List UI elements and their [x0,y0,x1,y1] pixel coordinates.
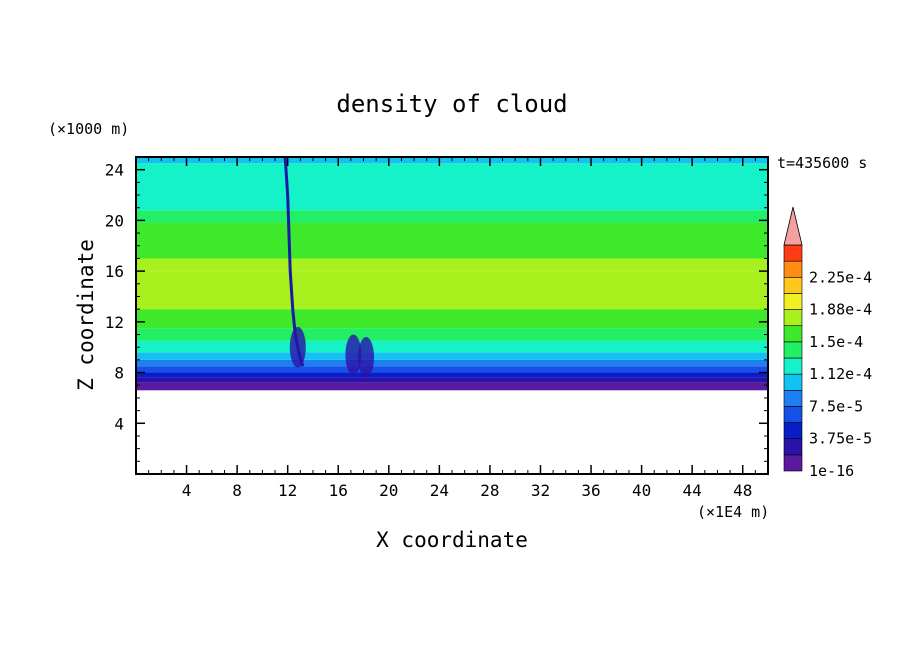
colorbar: 1e-16 3.75e-5 7.5e-5 1.12e-4 1.5e-4 1.88e-4 2.… [783,206,872,480]
colorbar-swatch [783,276,803,294]
x-tick-label: 40 [632,481,651,500]
colorbar-label: 1.5e-4 [809,333,863,351]
heatmap-band [136,309,768,329]
colorbar-swatch [783,357,803,375]
heatmap-band [136,366,768,373]
heatmap-band [136,328,768,341]
time-label: t=435600 s [777,154,867,172]
colorbar-swatch [783,373,803,391]
x-tick-label: 28 [480,481,499,500]
x-tick-label: 24 [430,481,449,500]
y-tick-label: 24 [105,161,124,180]
colorbar-label: 1.12e-4 [809,365,872,383]
heatmap-band [136,210,768,223]
y-tick-label: 4 [114,414,124,433]
y-unit-label: (×1000 m) [48,120,129,138]
colorbar-swatch [783,422,803,440]
colorbar-swatch [783,454,803,472]
colorbar-swatch [783,309,803,327]
colorbar-swatch [783,438,803,456]
colorbar-swatch [783,244,803,262]
cloud-base-bump [345,334,362,376]
heatmap-band [136,352,768,360]
x-tick-label: 16 [329,481,348,500]
colorbar-label: 1e-16 [809,462,854,480]
cloud-base-bump [358,337,375,378]
colorbar-swatch [783,293,803,310]
heatmap-band [136,163,768,211]
x-tick-label: 12 [278,481,297,500]
chart-title: density of cloud [336,90,567,118]
colorbar-label: 2.25e-4 [809,268,872,286]
y-tick-label: 16 [105,262,124,281]
x-tick-label: 8 [232,481,242,500]
x-axis: 4 8 12 16 20 24 28 32 36 40 44 48 [148,157,756,500]
heatmap-band [136,372,768,378]
cloud-base-bump [289,326,306,368]
heatmap-band [136,340,768,353]
colorbar-swatch [783,341,803,359]
colorbar-swatch [783,325,803,343]
colorbar-swatch [783,260,803,278]
colorbar-label: 7.5e-5 [809,397,863,415]
x-tick-label: 36 [581,481,600,500]
heatmap-band [136,377,768,383]
heatmap-field [136,157,768,474]
y-tick-label: 20 [105,211,124,230]
y-tick-label: 8 [114,364,124,383]
x-tick-label: 44 [683,481,702,500]
colorbar-swatch [783,389,803,407]
heatmap-band [136,222,768,259]
heatmap-band [136,271,768,310]
y-axis: 4 8 12 16 20 24 [105,161,768,462]
colorbar-label: 3.75e-5 [809,430,872,448]
colorbar-label: 1.88e-4 [809,301,872,319]
y-tick-label: 12 [105,313,124,332]
heatmap-band [136,390,768,474]
colorbar-swatch [783,406,803,423]
colorbar-overflow-arrow [783,206,803,246]
x-tick-label: 48 [733,481,752,500]
x-tick-label: 32 [531,481,550,500]
x-axis-title: X coordinate [376,528,528,552]
x-unit-label: (×1E4 m) [697,503,769,521]
heatmap-band [136,359,768,367]
heatmap-band [136,382,768,391]
x-tick-label: 4 [182,481,192,500]
heatmap-band [136,258,768,272]
x-tick-label: 20 [379,481,398,500]
y-axis-title: Z coordinate [74,239,98,391]
